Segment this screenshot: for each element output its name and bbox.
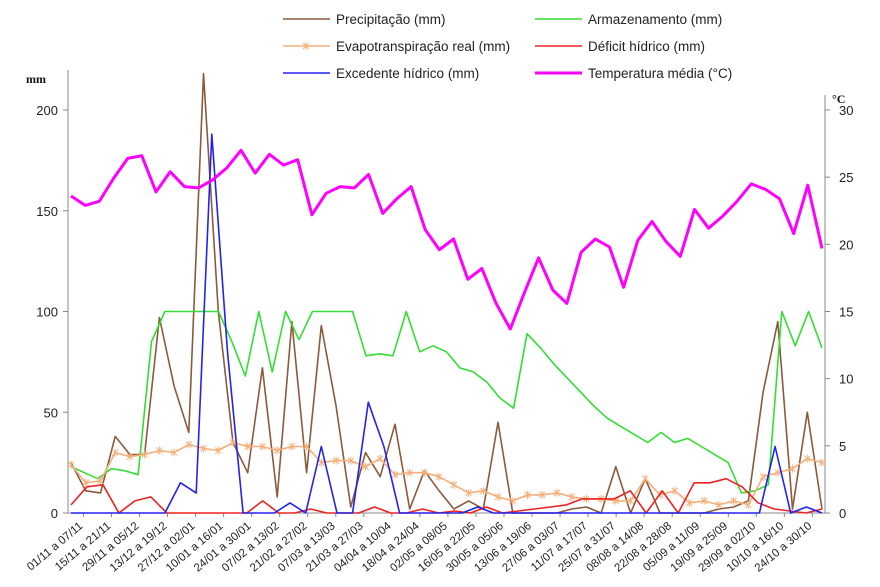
series-marker: [509, 496, 517, 505]
series-marker: [494, 492, 502, 501]
legend-item: Precipitação (mm): [283, 12, 446, 27]
series-marker: [347, 456, 355, 465]
series-marker: [730, 496, 738, 505]
series-marker: [538, 490, 546, 499]
y-left-tick-label: 0: [51, 506, 58, 521]
series-marker: [700, 496, 708, 505]
y-right-tick-label: 10: [839, 372, 853, 387]
series-line: [70, 477, 823, 514]
legend-label: Excedente hídrico (mm): [336, 66, 479, 81]
legend-item: Armazenamento (mm): [535, 12, 722, 27]
series-marker: [185, 440, 193, 449]
series-marker: [745, 500, 752, 509]
series-marker: [465, 488, 472, 497]
series-marker: [288, 442, 296, 451]
series-marker: [479, 486, 487, 495]
y-right-tick-label: 15: [839, 305, 853, 320]
y-right-unit: °C: [832, 92, 845, 106]
legend-label: Evapotranspiração real (mm): [336, 39, 510, 54]
y-right-tick-label: 20: [839, 237, 853, 252]
series-marker: [273, 446, 281, 455]
y-right-tick-label: 30: [839, 103, 853, 118]
series-marker: [715, 500, 723, 509]
legend-item: Temperatura média (°C): [535, 66, 732, 81]
legend-label: Déficit hídrico (mm): [588, 39, 705, 54]
series-marker: [82, 478, 90, 487]
series-marker: [421, 468, 428, 477]
series-marker: [671, 486, 679, 495]
legend: Precipitação (mm) Armazenamento (mm) Evapo…: [283, 12, 732, 81]
y-left-tick-label: 50: [44, 405, 58, 420]
series-marker: [435, 472, 443, 481]
series-marker: [141, 450, 148, 459]
series-marker: [214, 446, 222, 455]
series-marker: [126, 452, 134, 461]
series-marker: [818, 458, 826, 467]
series-marker: [774, 468, 782, 477]
legend-label: Armazenamento (mm): [588, 12, 722, 27]
legend-item: Déficit hídrico (mm): [535, 39, 705, 54]
series-marker: [759, 472, 767, 481]
series-marker: [362, 462, 369, 471]
series-marker: [67, 460, 75, 469]
series-marker: [200, 444, 207, 453]
series-marker: [406, 468, 414, 477]
legend-label: Precipitação (mm): [336, 12, 446, 27]
series-marker: [641, 474, 649, 483]
y-right-tick-label: 25: [839, 170, 853, 185]
series-marker: [450, 480, 458, 489]
series-marker: [303, 442, 310, 451]
series-marker: [259, 442, 266, 451]
series-marker: [568, 492, 576, 501]
series-marker: [524, 490, 531, 499]
legend-item: Excedente hídrico (mm): [283, 66, 479, 81]
series-marker: [111, 448, 119, 457]
y-right-tick-label: 5: [839, 439, 846, 454]
series-marker: [332, 456, 340, 465]
series-layer: [67, 72, 826, 514]
legend-label: Temperatura média (°C): [588, 66, 732, 81]
series-marker: [170, 448, 178, 457]
series-marker: [317, 458, 325, 467]
series-line: [70, 148, 824, 331]
series-marker: [244, 442, 252, 451]
legend-item: Evapotranspiração real (mm): [283, 39, 510, 54]
series-marker: [789, 464, 796, 473]
y-left-tick-label: 200: [36, 103, 58, 118]
series-marker: [627, 496, 634, 505]
series-marker: [803, 454, 811, 463]
series-marker: [229, 438, 237, 447]
y-left-tick-label: 100: [36, 305, 58, 320]
y-right-tick-label: 0: [839, 506, 846, 521]
y-left-unit: mm: [26, 72, 46, 86]
series-marker: [686, 498, 693, 507]
series-line: [70, 310, 823, 494]
series-marker: [155, 446, 163, 455]
series-marker: [553, 488, 561, 497]
series-marker: [391, 470, 399, 479]
series-marker: [97, 476, 104, 485]
series-line: [70, 441, 823, 506]
series-line: [71, 133, 823, 514]
y-left-tick-label: 150: [36, 204, 58, 219]
series-marker: [376, 454, 384, 463]
